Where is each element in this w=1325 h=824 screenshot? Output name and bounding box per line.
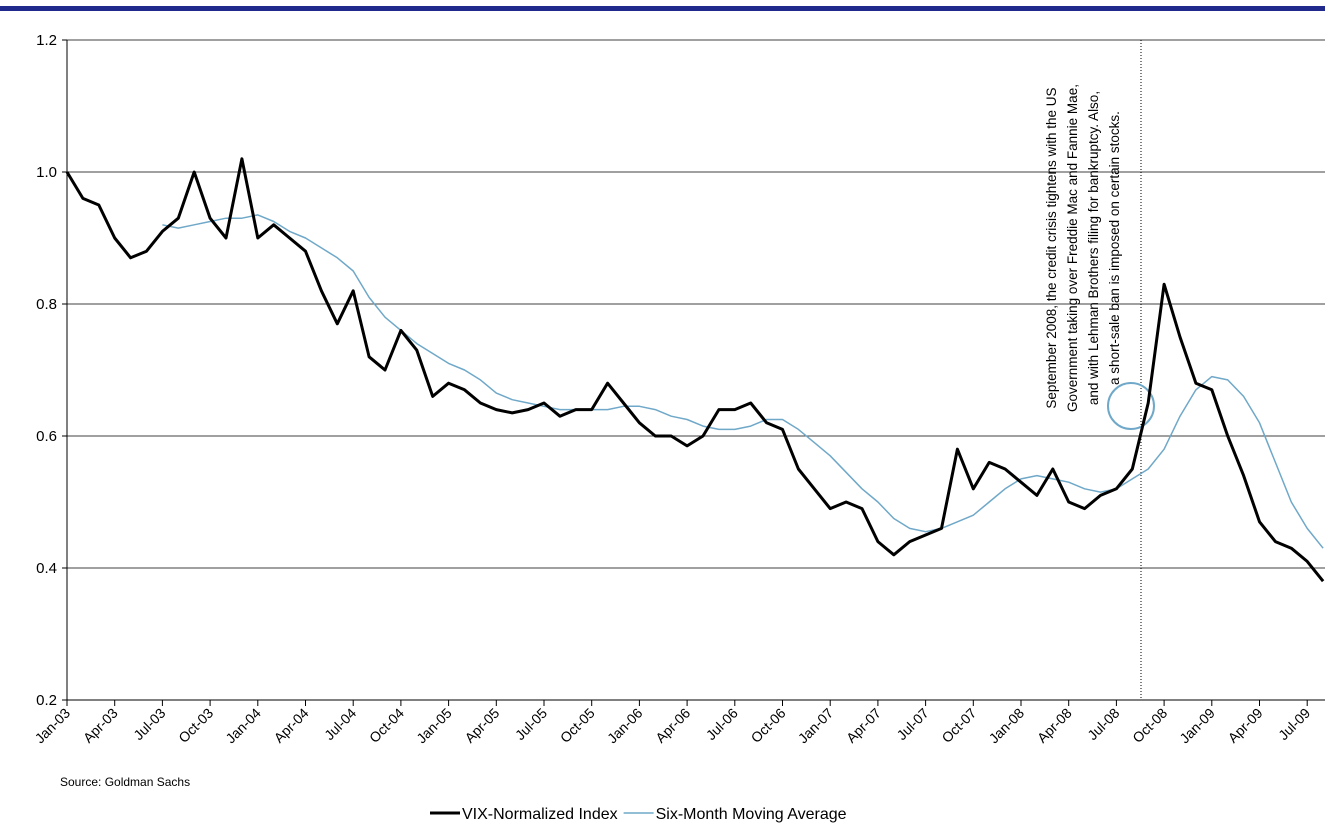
annotation: September 2008, the credit crisis tighte…	[1044, 87, 1059, 408]
x-tick-label: Jul-05	[512, 705, 550, 743]
y-tick-label: 1.2	[36, 32, 57, 49]
x-tick-label: Jan-09	[1176, 705, 1218, 747]
event-circle	[1107, 382, 1155, 430]
x-tick-label: Jul-03	[130, 705, 168, 743]
x-tick-label: Oct-03	[175, 705, 216, 746]
y-tick-label: 0.4	[36, 560, 57, 577]
x-tick-label: Apr-06	[652, 705, 693, 746]
series-line	[162, 214, 1324, 549]
x-tick-label: Jul-04	[321, 705, 359, 743]
annotation: Government taking over Freddie Mac and F…	[1065, 84, 1080, 412]
annotation: a short-sale ban is imposed on certain s…	[1107, 111, 1122, 385]
annotation: and with Lehman Brothers filing for bank…	[1086, 91, 1101, 405]
y-tick-label: 0.2	[36, 692, 57, 709]
x-tick-label: Oct-08	[1129, 705, 1170, 746]
source: Source: Goldman Sachs	[60, 775, 190, 789]
x-tick-label: Oct-06	[748, 705, 789, 746]
x-tick-label: Jan-05	[413, 705, 455, 747]
x-tick-label: Jul-09	[1275, 705, 1313, 743]
x-tick-label: Apr-05	[461, 705, 502, 746]
x-tick-label: Jan-07	[795, 705, 837, 747]
series-line	[65, 157, 1325, 583]
legend-label: Six-Month Moving Average	[656, 806, 847, 823]
y-tick-label: 0.8	[36, 296, 57, 313]
x-tick-label: Oct-07	[938, 705, 979, 746]
x-tick-label: Oct-04	[366, 705, 407, 746]
x-tick-label: Apr-08	[1034, 705, 1075, 746]
legend-label: VIX-Normalized Index	[462, 806, 618, 823]
x-tick-label: Apr-04	[271, 705, 312, 746]
x-tick-label: Apr-09	[1225, 705, 1266, 746]
x-tick-label: Oct-05	[557, 705, 598, 746]
x-tick-label: Jan-08	[986, 705, 1028, 747]
x-tick-label: Apr-07	[843, 705, 884, 746]
x-tick-label: Jul-08	[1084, 705, 1122, 743]
y-tick-label: 1.0	[36, 164, 57, 181]
x-tick-label: Jul-06	[703, 705, 741, 743]
x-tick-label: Jul-07	[893, 705, 931, 743]
x-tick-label: Jan-03	[32, 705, 74, 747]
top-border	[0, 6, 1325, 11]
x-tick-label: Jan-04	[222, 705, 264, 747]
y-tick-label: 0.6	[36, 428, 57, 445]
x-tick-label: Apr-03	[80, 705, 121, 746]
x-tick-label: Jan-06	[604, 705, 646, 747]
